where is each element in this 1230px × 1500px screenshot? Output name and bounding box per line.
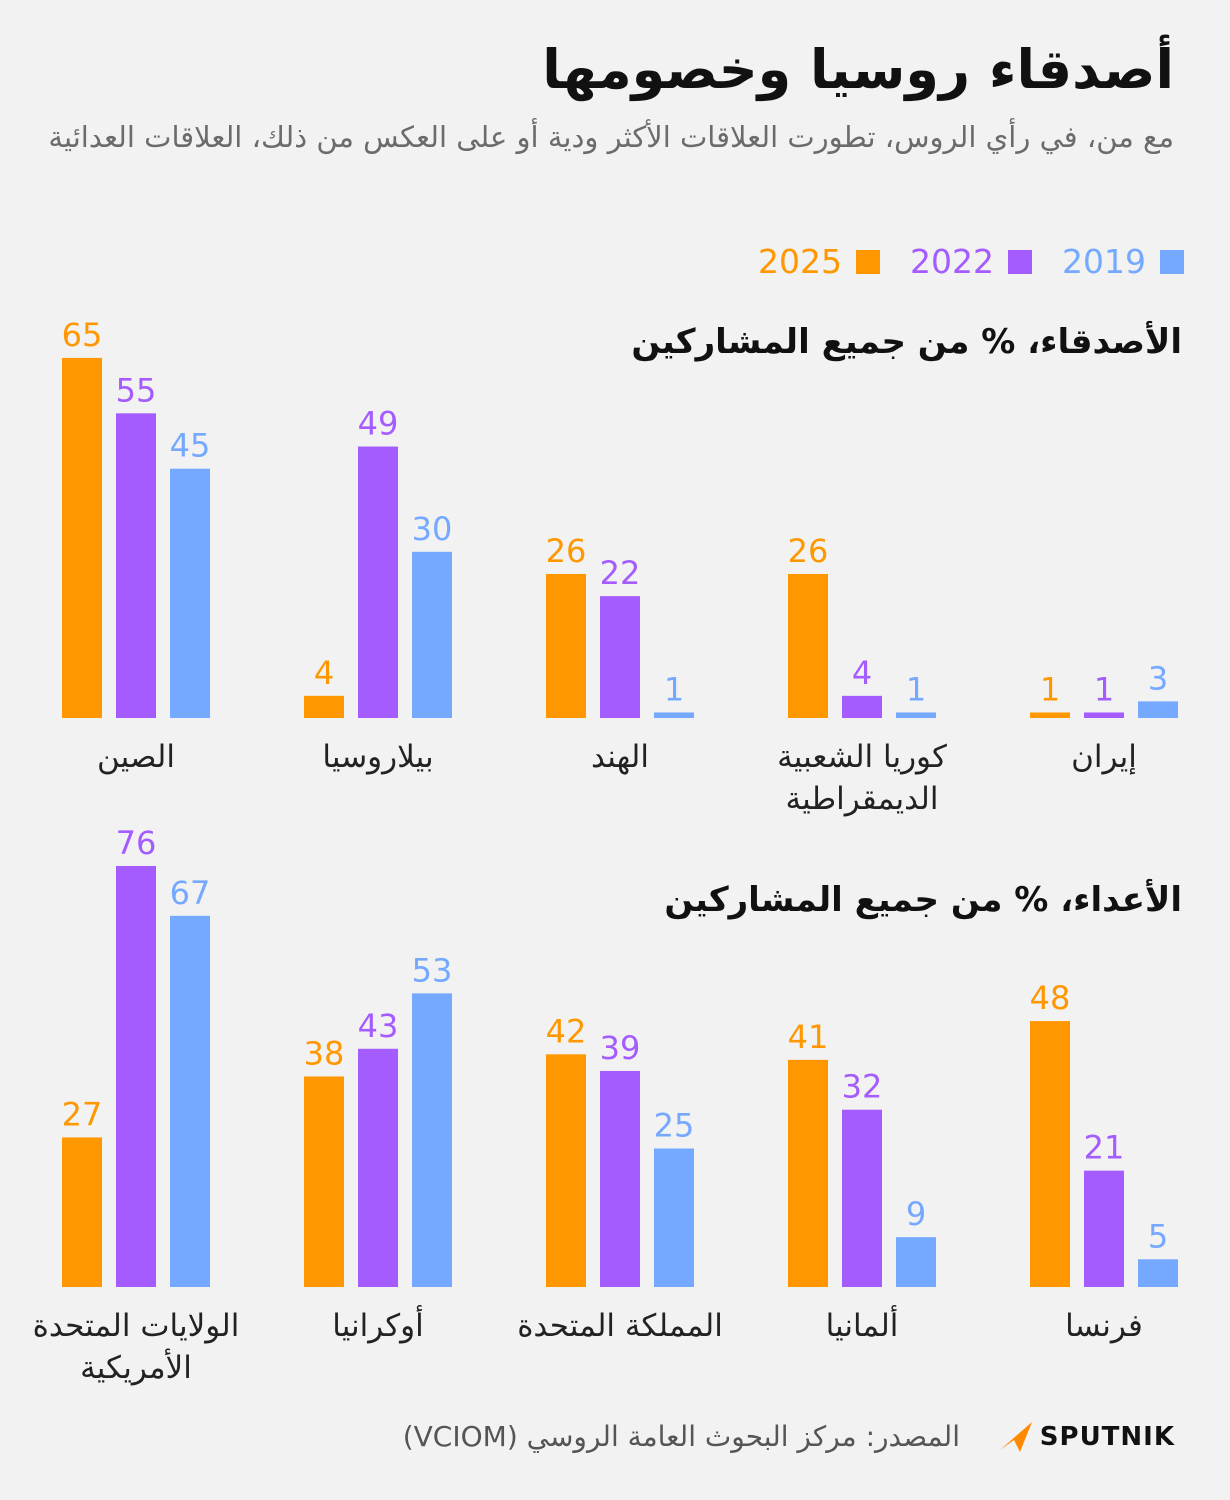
category-label: ألمانيا xyxy=(825,1308,899,1344)
category-label: أوكرانيا xyxy=(332,1308,424,1344)
value-label: 49 xyxy=(358,405,399,443)
value-label: 26 xyxy=(546,532,587,570)
value-label: 65 xyxy=(62,316,103,354)
category-label: بيلاروسيا xyxy=(322,739,434,775)
bar xyxy=(1084,1170,1124,1287)
value-label: 1 xyxy=(1094,670,1114,708)
value-label: 25 xyxy=(654,1107,695,1145)
section-title: الأصدقاء، % من جميع المشاركين xyxy=(631,322,1182,362)
title: أصدقاء روسيا وخصومها xyxy=(542,38,1174,101)
legend-label: 2025 xyxy=(758,242,843,281)
bar xyxy=(116,865,156,1287)
value-label: 4 xyxy=(852,654,872,692)
value-label: 30 xyxy=(412,510,453,548)
bar xyxy=(546,1054,586,1287)
value-label: 43 xyxy=(358,1007,399,1045)
value-label: 26 xyxy=(788,532,829,570)
value-label: 41 xyxy=(788,1018,829,1056)
legend-swatch xyxy=(1160,249,1184,274)
legend: 2025 2022 2019 xyxy=(758,242,1184,281)
bar xyxy=(1138,701,1178,718)
bar xyxy=(1138,1259,1178,1287)
legend-item: 2025 xyxy=(758,242,881,281)
bar xyxy=(654,712,694,718)
bar xyxy=(62,1137,102,1287)
legend-swatch xyxy=(856,249,881,274)
logo-icon xyxy=(999,1422,1032,1452)
value-label: 5 xyxy=(1148,1217,1168,1255)
value-label: 32 xyxy=(842,1068,883,1106)
bar xyxy=(546,573,586,718)
value-label: 55 xyxy=(116,371,157,409)
bar xyxy=(600,1070,640,1287)
bar xyxy=(62,357,102,718)
value-label: 45 xyxy=(170,427,211,465)
value-label: 21 xyxy=(1084,1129,1125,1167)
bar xyxy=(1030,712,1070,718)
value-label: 4 xyxy=(314,654,334,692)
category-label: كوريا الشعبية الديمقراطية xyxy=(777,739,947,817)
category-label: المملكة المتحدة xyxy=(517,1308,723,1344)
bar xyxy=(412,993,452,1287)
bar xyxy=(788,573,828,718)
legend-item: 2022 xyxy=(910,242,1033,281)
section-title: الأعداء، % من جميع المشاركين xyxy=(664,880,1182,920)
legend-item: 2019 xyxy=(1062,242,1184,281)
bar xyxy=(1030,1021,1070,1287)
category-label: إيران xyxy=(1071,739,1137,775)
bar xyxy=(788,1059,828,1287)
category-label: الهند xyxy=(591,739,649,775)
bar xyxy=(170,468,210,718)
bar xyxy=(842,1109,882,1287)
legend-swatch xyxy=(1008,249,1033,274)
value-label: 1 xyxy=(906,670,926,708)
value-label: 67 xyxy=(170,874,211,912)
value-label: 38 xyxy=(304,1034,345,1072)
legend-label: 2019 xyxy=(1062,242,1146,281)
bar xyxy=(412,551,452,718)
bar xyxy=(600,596,640,718)
value-label: 42 xyxy=(546,1012,587,1050)
bar xyxy=(896,712,936,718)
value-label: 1 xyxy=(664,670,684,708)
bar xyxy=(304,695,344,718)
category-label: فرنسا xyxy=(1065,1308,1143,1344)
value-label: 76 xyxy=(116,824,157,862)
value-label: 48 xyxy=(1030,979,1071,1017)
logo-text: SPUTNIK xyxy=(1039,1422,1175,1452)
bar xyxy=(358,1048,398,1287)
value-label: 53 xyxy=(412,951,453,989)
value-label: 3 xyxy=(1148,659,1168,697)
value-label: 39 xyxy=(600,1029,641,1067)
bar xyxy=(896,1237,936,1287)
bar xyxy=(170,915,210,1287)
bar xyxy=(116,413,156,718)
logo: SPUTNIK xyxy=(998,1420,1175,1454)
bar xyxy=(842,695,882,718)
value-label: 27 xyxy=(62,1095,103,1133)
bar xyxy=(304,1076,344,1287)
category-label: الصين xyxy=(97,739,175,775)
legend-label: 2022 xyxy=(910,242,995,281)
value-label: 1 xyxy=(1040,670,1060,708)
bar xyxy=(1084,712,1124,718)
value-label: 9 xyxy=(906,1195,926,1233)
value-label: 22 xyxy=(600,554,641,592)
category-label: الولايات المتحدة الأمريكية xyxy=(32,1308,240,1386)
bar xyxy=(358,446,398,718)
subtitle: مع من، في رأي الروس، تطورت العلاقات الأك… xyxy=(48,120,1174,154)
source: المصدر: مركز البحوث العامة الروسي (VCIOM… xyxy=(402,1420,960,1453)
bar xyxy=(654,1148,694,1287)
